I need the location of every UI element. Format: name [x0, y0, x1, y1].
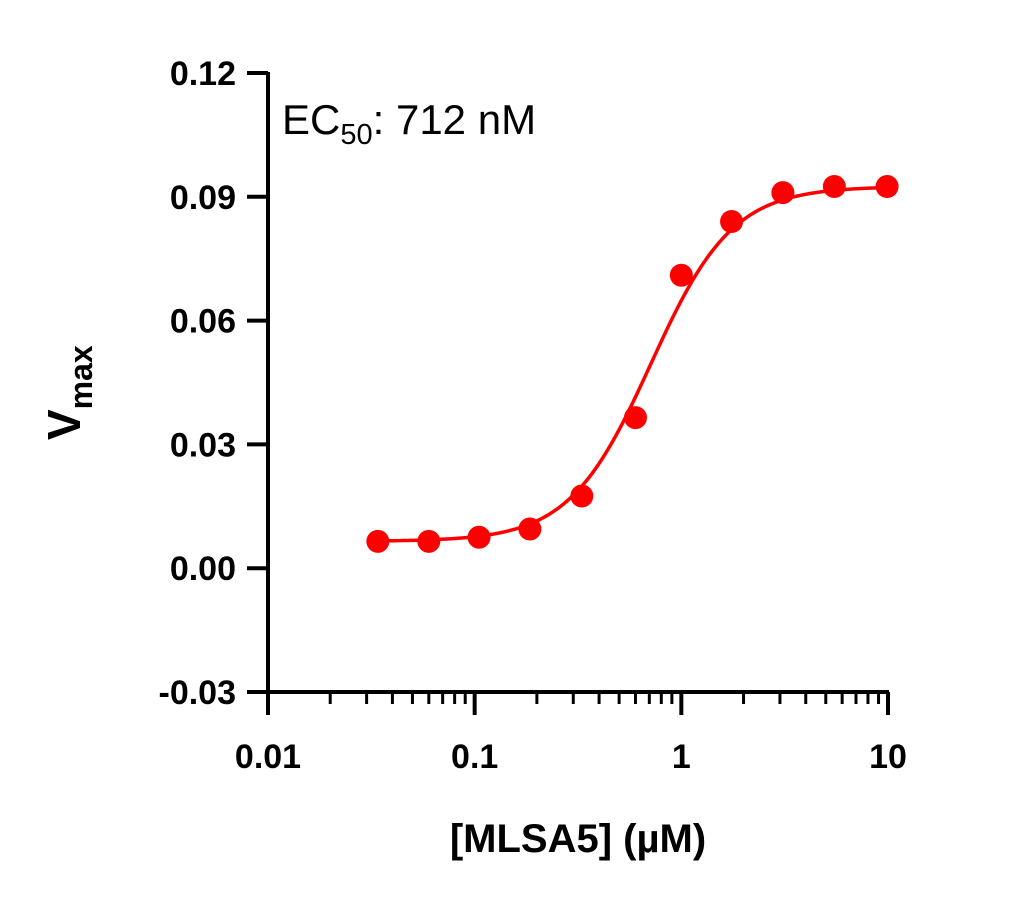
data-point	[771, 181, 795, 205]
data-point	[570, 484, 594, 508]
data-point	[822, 174, 846, 198]
fit-curve	[377, 185, 888, 543]
axes	[266, 72, 889, 694]
data-point	[518, 517, 542, 541]
y-tick-label: -0.03	[159, 674, 237, 712]
x-tick-label: 0.1	[451, 738, 498, 776]
data-point	[417, 529, 441, 553]
x-ticks: 0.01 0.1 1 10	[235, 692, 907, 776]
y-tick-label: 0.00	[170, 550, 236, 588]
ec50-annotation-main: EC	[282, 96, 340, 143]
x-axis-title: [MLSA5] (µM)	[450, 817, 706, 861]
ec50-annotation-sub: 50	[340, 119, 372, 151]
data-point	[623, 406, 647, 430]
data-point	[467, 525, 491, 549]
y-axis-title-main: V	[38, 409, 90, 440]
x-tick-label: 0.01	[235, 738, 301, 776]
y-axis-title-sub: max	[63, 345, 99, 409]
data-point	[669, 263, 693, 287]
y-tick-label: 0.03	[170, 426, 236, 464]
data-point	[366, 529, 390, 553]
x-tick-label: 10	[869, 738, 907, 776]
ec50-annotation-rest: : 712 nM	[373, 96, 536, 143]
x-tick-label: 1	[672, 738, 691, 776]
data-point	[720, 210, 744, 234]
y-ticks: -0.03 0.00 0.03 0.06 0.09 0.12	[159, 55, 268, 712]
ec50-annotation: EC50: 712 nM	[282, 96, 536, 151]
y-tick-label: 0.06	[170, 303, 236, 341]
data-points	[366, 174, 899, 553]
y-tick-label: 0.12	[170, 55, 236, 93]
data-point	[875, 174, 899, 198]
y-axis-title: Vmax	[38, 345, 99, 440]
y-tick-label: 0.09	[170, 179, 236, 217]
